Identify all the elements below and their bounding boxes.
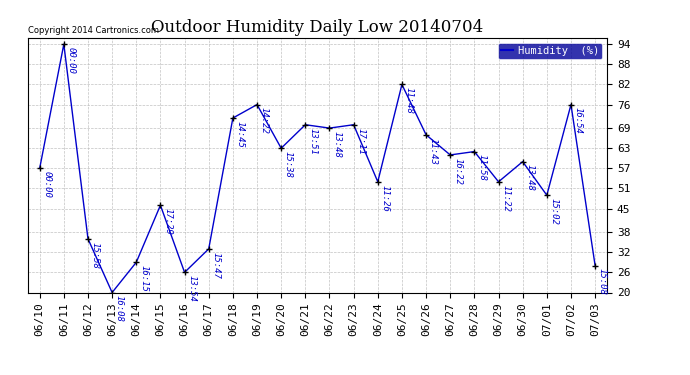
Text: 15:38: 15:38 bbox=[284, 151, 293, 178]
Text: 16:08: 16:08 bbox=[115, 295, 124, 322]
Text: 00:00: 00:00 bbox=[43, 171, 52, 198]
Text: 15:08: 15:08 bbox=[598, 268, 607, 295]
Text: 15:02: 15:02 bbox=[550, 198, 559, 225]
Text: 13:54: 13:54 bbox=[188, 275, 197, 302]
Text: Copyright 2014 Cartronics.com: Copyright 2014 Cartronics.com bbox=[28, 26, 159, 35]
Text: 16:22: 16:22 bbox=[453, 158, 462, 184]
Text: 15:47: 15:47 bbox=[212, 252, 221, 279]
Title: Outdoor Humidity Daily Low 20140704: Outdoor Humidity Daily Low 20140704 bbox=[151, 19, 484, 36]
Text: 00:00: 00:00 bbox=[67, 47, 76, 74]
Text: 14:22: 14:22 bbox=[260, 107, 269, 134]
Text: 15:58: 15:58 bbox=[91, 242, 100, 268]
Text: 17:11: 17:11 bbox=[357, 128, 366, 154]
Text: 16:15: 16:15 bbox=[139, 265, 148, 292]
Text: 13:48: 13:48 bbox=[333, 131, 342, 158]
Text: 13:48: 13:48 bbox=[526, 164, 535, 191]
Text: 11:43: 11:43 bbox=[429, 138, 438, 165]
Text: 11:22: 11:22 bbox=[502, 184, 511, 211]
Text: 14:45: 14:45 bbox=[236, 121, 245, 148]
Text: 11:26: 11:26 bbox=[381, 184, 390, 211]
Text: 16:54: 16:54 bbox=[574, 107, 583, 134]
Legend: Humidity  (%): Humidity (%) bbox=[497, 43, 602, 59]
Text: 13:51: 13:51 bbox=[308, 128, 317, 154]
Text: 11:58: 11:58 bbox=[477, 154, 486, 181]
Text: 17:29: 17:29 bbox=[164, 208, 172, 235]
Text: 11:48: 11:48 bbox=[405, 87, 414, 114]
